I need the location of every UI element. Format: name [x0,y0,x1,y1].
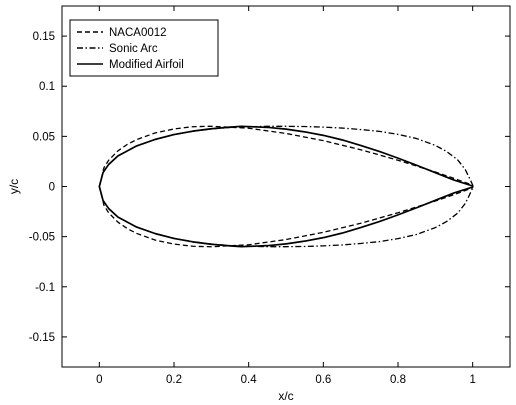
series-curves [98,125,474,248]
legend-label-naca0012: NACA0012 [109,27,167,39]
axis-tick-labels: 0 0.2 0.4 0.6 0.8 1 -0.15 -0.1 -0.05 0 0.05 0.1 0.15 [29,31,476,386]
y-tick-label: -0.15 [29,332,55,344]
x-axis-label: x/c [278,389,293,403]
series-line-modified-airfoil [98,125,474,248]
y-axis-label: y/c [7,179,21,194]
axis-ticks [62,6,510,367]
legend-label-sonic-arc: Sonic Arc [109,43,158,55]
x-tick-label: 0.4 [241,374,258,386]
y-tick-label: 0.1 [39,81,55,93]
y-tick-label: 0.15 [33,31,55,43]
x-tick-label: 0.8 [390,374,406,386]
x-tick-label: 0 [96,374,102,386]
y-tick-label: -0.05 [29,232,55,244]
y-tick-label: -0.1 [35,282,55,294]
x-tick-label: 0.2 [166,374,182,386]
x-tick-label: 1 [469,374,475,386]
legend-label-modified-airfoil: Modified Airfoil [109,59,184,71]
legend: NACA0012 Sonic Arc Modified Airfoil [69,19,219,77]
y-tick-label: 0.05 [33,131,55,143]
x-tick-label: 0.6 [315,374,331,386]
y-tick-label: 0 [49,182,55,194]
